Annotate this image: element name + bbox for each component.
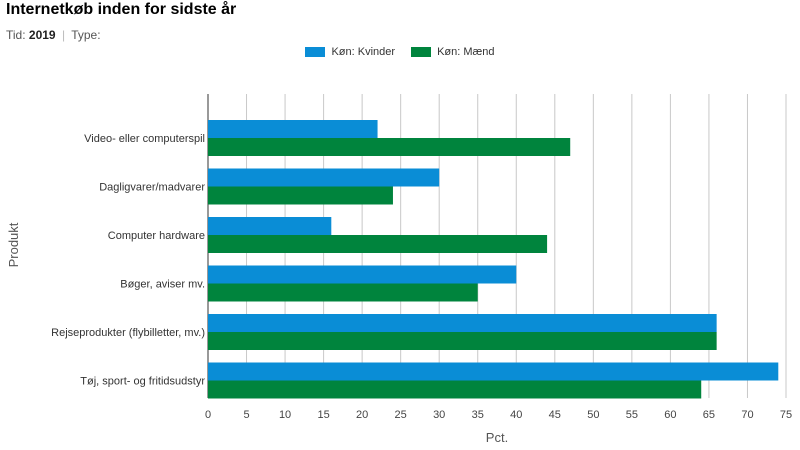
category-label: Rejseprodukter (flybilletter, mv.)	[51, 327, 205, 339]
bar-kvinder[interactable]	[208, 120, 378, 138]
bar-kvinder[interactable]	[208, 265, 517, 284]
x-tick-label: 35	[472, 409, 484, 421]
x-tick-label: 30	[433, 409, 445, 421]
x-tick-label: 65	[703, 409, 715, 421]
tid-label: Tid:	[6, 28, 26, 42]
x-tick-label: 60	[664, 409, 676, 421]
x-tick-label: 0	[205, 409, 211, 421]
category-label: Dagligvarer/madvarer	[99, 182, 205, 194]
chart-legend: Køn: Kvinder Køn: Mænd	[0, 46, 800, 58]
x-tick-label: 20	[356, 409, 368, 421]
tid-value: 2019	[28, 28, 56, 42]
legend-item-maend[interactable]: Køn: Mænd	[411, 46, 495, 58]
category-label: Computer hardware	[108, 230, 205, 242]
x-tick-label: 70	[741, 409, 753, 421]
type-label: Type:	[71, 28, 101, 42]
category-label: Tøj, sport- og fritidsudstyr	[80, 376, 205, 388]
x-tick-label: 10	[279, 409, 291, 421]
x-tick-label: 75	[780, 409, 792, 421]
bar-kvinder[interactable]	[208, 314, 717, 332]
bar-maend[interactable]	[208, 186, 393, 205]
legend-label-maend: Køn: Mænd	[437, 46, 495, 58]
x-axis-label: Pct.	[486, 430, 508, 445]
y-axis-label: Produkt	[6, 222, 21, 267]
bar-kvinder[interactable]	[208, 168, 440, 187]
category-labels: Video- eller computerspil Dagligvarer/mad…	[51, 133, 205, 388]
bar-maend[interactable]	[208, 235, 548, 253]
legend-label-kvinder: Køn: Kvinder	[331, 46, 396, 58]
legend-swatch-kvinder	[305, 47, 326, 57]
category-label: Video- eller computerspil	[84, 133, 205, 145]
x-tick-label: 5	[243, 409, 249, 421]
x-tick-label: 40	[510, 409, 522, 421]
legend-item-kvinder[interactable]: Køn: Kvinder	[305, 46, 395, 58]
legend-swatch-maend	[411, 47, 432, 57]
x-tick-label: 50	[587, 409, 599, 421]
chart-subtitle: Tid: 2019 | Type:	[6, 28, 101, 42]
bars	[208, 120, 779, 399]
x-tick-label: 45	[549, 409, 561, 421]
bar-maend[interactable]	[208, 380, 702, 399]
x-tick-label: 25	[395, 409, 407, 421]
chart-title: Internetkøb inden for sidste år	[6, 1, 237, 18]
bar-maend[interactable]	[208, 332, 717, 350]
bar-maend[interactable]	[208, 283, 478, 302]
x-tick-labels: 0 5 10 15 20 25 30 35 40 45 50 55 60 65 70 75	[205, 409, 792, 421]
bar-kvinder[interactable]	[208, 362, 779, 381]
category-label: Bøger, aviser mv.	[120, 279, 205, 291]
x-tick-label: 15	[317, 409, 329, 421]
bar-maend[interactable]	[208, 138, 571, 156]
subtitle-separator: |	[61, 28, 66, 42]
x-tick-label: 55	[626, 409, 638, 421]
bar-kvinder[interactable]	[208, 217, 332, 235]
